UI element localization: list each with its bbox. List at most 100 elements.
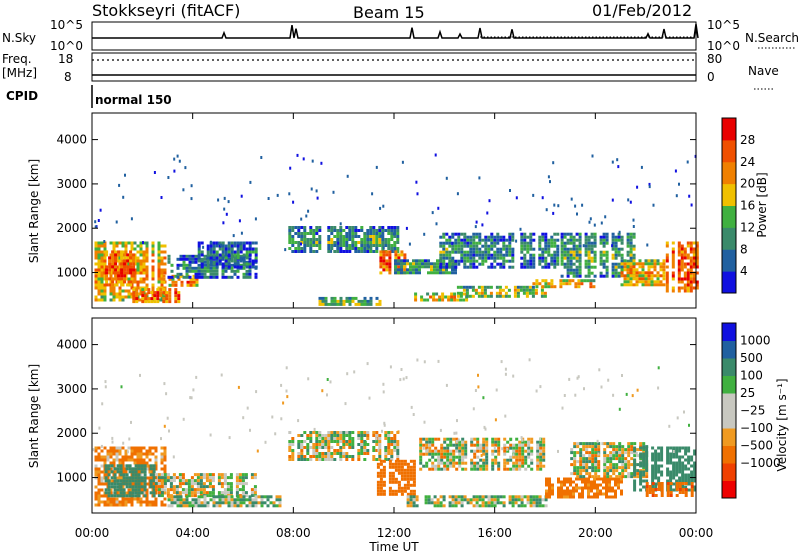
data-cell bbox=[434, 153, 437, 157]
data-cell bbox=[520, 498, 524, 502]
data-cell bbox=[315, 241, 319, 244]
data-cell bbox=[638, 274, 642, 278]
data-cell bbox=[241, 479, 245, 483]
data-cell bbox=[576, 376, 579, 380]
data-cell bbox=[614, 265, 618, 269]
data-cell bbox=[563, 253, 567, 257]
data-cell bbox=[445, 238, 449, 242]
data-cell bbox=[166, 476, 170, 480]
data-cell bbox=[463, 238, 467, 242]
data-cell bbox=[681, 446, 685, 450]
data-cell bbox=[163, 244, 167, 248]
data-cell bbox=[657, 485, 661, 488]
data-cell bbox=[157, 247, 161, 251]
data-cell bbox=[237, 385, 240, 389]
data-cell bbox=[103, 259, 107, 263]
data-cell bbox=[582, 244, 585, 248]
data-cell bbox=[130, 247, 134, 251]
data-cell bbox=[149, 467, 153, 471]
data-cell bbox=[675, 470, 679, 474]
data-cell bbox=[327, 437, 331, 440]
data-cell bbox=[375, 296, 379, 300]
data-cell bbox=[306, 449, 310, 452]
data-cell bbox=[238, 488, 242, 492]
data-cell bbox=[544, 232, 548, 236]
data-cell bbox=[123, 268, 127, 272]
data-cell bbox=[460, 244, 464, 248]
data-cell bbox=[440, 449, 444, 453]
colorbar-tick-label: 28 bbox=[740, 133, 755, 147]
data-cell bbox=[288, 241, 292, 244]
data-cell bbox=[123, 265, 127, 269]
data-cell bbox=[378, 452, 382, 455]
data-cell bbox=[300, 446, 304, 449]
data-cell bbox=[202, 491, 206, 495]
data-cell bbox=[125, 473, 129, 477]
data-cell bbox=[344, 402, 347, 406]
data-cell bbox=[693, 452, 697, 456]
data-cell bbox=[485, 464, 489, 468]
data-cell bbox=[439, 262, 443, 266]
data-cell bbox=[487, 244, 491, 248]
data-cell bbox=[484, 241, 488, 245]
data-cell bbox=[336, 232, 340, 235]
data-cell bbox=[551, 489, 554, 493]
data-cell bbox=[114, 253, 118, 257]
data-cell bbox=[430, 268, 433, 272]
data-cell bbox=[621, 374, 623, 377]
data-cell bbox=[180, 274, 184, 278]
data-cell bbox=[103, 277, 107, 281]
data-cell bbox=[466, 244, 470, 248]
data-cell bbox=[103, 292, 107, 296]
data-cell bbox=[97, 265, 101, 269]
data-cell bbox=[419, 437, 423, 441]
data-cell bbox=[366, 299, 370, 303]
data-cell bbox=[686, 256, 690, 260]
data-cell bbox=[689, 259, 693, 263]
colorbar-tick-label: 8 bbox=[740, 242, 748, 256]
data-cell bbox=[481, 498, 485, 502]
data-cell bbox=[449, 449, 453, 453]
data-cell bbox=[375, 238, 379, 241]
data-cell bbox=[591, 448, 595, 452]
data-cell bbox=[396, 452, 400, 455]
data-cell bbox=[196, 491, 200, 495]
data-cell bbox=[465, 291, 469, 295]
data-cell bbox=[615, 475, 619, 479]
data-cell bbox=[538, 244, 542, 248]
data-cell bbox=[563, 489, 566, 493]
data-cell bbox=[614, 489, 617, 493]
data-cell bbox=[212, 266, 216, 270]
data-cell bbox=[654, 467, 658, 471]
data-cell bbox=[435, 222, 438, 226]
data-cell bbox=[523, 247, 527, 251]
data-cell bbox=[297, 244, 301, 247]
data-cell bbox=[593, 480, 596, 484]
beam-label: Beam 15 bbox=[353, 3, 425, 22]
data-cell bbox=[590, 244, 594, 248]
data-cell bbox=[182, 501, 186, 505]
data-cell bbox=[147, 288, 151, 292]
data-cell bbox=[535, 279, 539, 283]
data-cell bbox=[629, 238, 633, 242]
data-cell bbox=[110, 485, 114, 489]
data-cell bbox=[602, 262, 606, 266]
data-cell bbox=[684, 473, 688, 477]
data-cell bbox=[612, 448, 616, 452]
data-cell bbox=[209, 247, 213, 251]
data-cell bbox=[318, 229, 322, 232]
data-cell bbox=[511, 235, 515, 239]
data-cell bbox=[117, 280, 121, 284]
data-cell bbox=[300, 235, 304, 238]
data-cell bbox=[557, 477, 560, 481]
data-cell bbox=[677, 289, 681, 293]
data-cell bbox=[539, 464, 543, 468]
data-cell bbox=[487, 501, 491, 505]
data-cell bbox=[446, 449, 450, 453]
data-cell bbox=[115, 241, 119, 245]
data-cell bbox=[409, 468, 413, 472]
data-cell bbox=[684, 488, 688, 491]
data-cell bbox=[587, 489, 590, 493]
data-cell bbox=[315, 440, 319, 443]
data-cell bbox=[227, 498, 231, 502]
